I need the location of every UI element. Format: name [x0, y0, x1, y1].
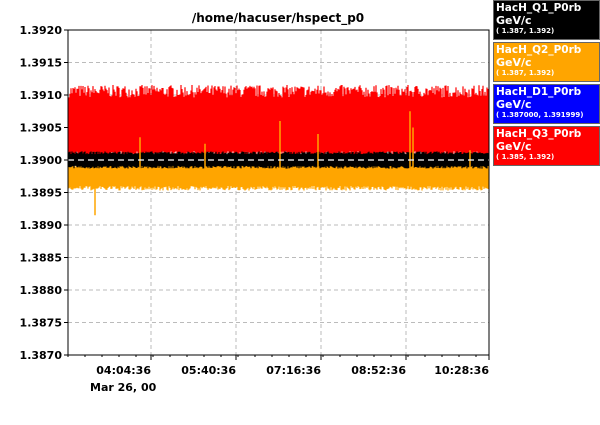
legend-entry-d1[interactable]: HacH_D1_P0rb GeV/c ( 1.387000, 1.391999): [493, 84, 600, 124]
legend-series-range: ( 1.387, 1.392): [496, 27, 555, 35]
y-tick-label: 1.3880: [20, 284, 63, 297]
legend-series-unit: GeV/c: [496, 98, 532, 111]
y-tick-label: 1.3875: [20, 317, 62, 330]
legend-series-unit: GeV/c: [496, 140, 532, 153]
legend-series-name: HacH_D1_P0rb: [496, 86, 582, 98]
legend-series-range: ( 1.385, 1.392): [496, 153, 555, 161]
legend-series-range: ( 1.387, 1.392): [496, 69, 555, 77]
series-band-HacH_Q2_P0rb: [68, 162, 489, 191]
x-axis: 04:04:36 05:40:36 07:16:36 08:52:36 10:28:36: [67, 355, 490, 377]
y-tick-label: 1.3910: [20, 89, 63, 102]
x-tick-label: 04:04:36: [96, 364, 151, 377]
legend-series-unit: GeV/c: [496, 56, 532, 69]
series-band-HacH_Q3_P0rb: [68, 85, 489, 164]
x-tick-label: 07:16:36: [266, 364, 321, 377]
y-tick-label: 1.3905: [20, 122, 62, 135]
y-tick-label: 1.3890: [20, 219, 63, 232]
legend-entry-q3[interactable]: HacH_Q3_P0rb GeV/c ( 1.385, 1.392): [493, 126, 600, 166]
x-tick-label: 10:28:36: [434, 364, 489, 377]
chart-title: /home/hacuser/hspect_p0: [192, 11, 364, 26]
legend-entry-q2[interactable]: HacH_Q2_P0rb GeV/c ( 1.387, 1.392): [493, 42, 600, 82]
y-tick-label: 1.3885: [20, 252, 62, 265]
x-axis-date-label: Mar 26, 00: [90, 381, 157, 394]
legend-series-name: HacH_Q1_P0rb: [496, 2, 582, 14]
y-tick-label: 1.3920: [20, 24, 63, 37]
grid: [68, 30, 489, 355]
y-tick-label: 1.3895: [20, 187, 62, 200]
y-axis: 1.3920 1.3915 1.3910 1.3905 1.3900 1.3895 1.38…: [20, 24, 68, 362]
legend-series-name: HacH_Q3_P0rb: [496, 128, 582, 140]
y-tick-label: 1.3900: [20, 154, 63, 167]
x-tick-label: 08:52:36: [351, 364, 406, 377]
series-layer: [68, 85, 489, 216]
y-tick-label: 1.3915: [20, 57, 62, 70]
legend-series-range: ( 1.387000, 1.391999): [496, 111, 584, 119]
legend-series-name: HacH_Q2_P0rb: [496, 44, 582, 56]
legend-entry-q1[interactable]: HacH_Q1_P0rb GeV/c ( 1.387, 1.392): [493, 0, 600, 40]
y-tick-label: 1.3870: [20, 349, 63, 362]
x-tick-label: 05:40:36: [181, 364, 236, 377]
legend-series-unit: GeV/c: [496, 14, 532, 27]
